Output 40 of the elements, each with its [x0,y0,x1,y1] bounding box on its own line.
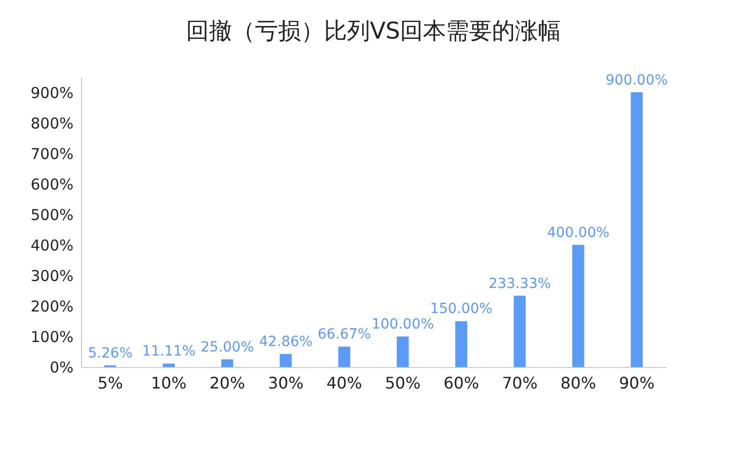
data-label: 400.00% [547,224,610,241]
bar [280,354,292,367]
y-tick-label: 300% [30,266,74,285]
bar [396,336,409,367]
x-tick-label: 5% [98,374,123,392]
y-tick-label: 500% [30,206,74,224]
bar [221,359,234,367]
y-tick-label: 400% [30,236,74,254]
y-tick-label: 900% [30,84,74,102]
y-tick-label: 200% [30,297,74,316]
data-label: 25.00% [200,339,254,356]
y-tick-label: 800% [30,114,74,132]
data-label: 66.67% [318,326,371,343]
bar [455,321,468,367]
bar [338,346,350,367]
bar [572,244,584,367]
x-tick-label: 70% [502,374,538,392]
bar [630,92,643,367]
y-tick-label: 700% [30,144,74,163]
x-tick-label: 10% [150,374,187,392]
x-tick-label: 90% [618,374,655,392]
chart-title: 回撤（亏损）比列VS回本需要的涨幅 [186,18,562,44]
x-tick-label: 50% [384,374,421,392]
x-tick-label: 30% [268,374,304,392]
x-tick-label: 20% [209,374,246,392]
data-label: 150.00% [430,301,492,318]
bar [514,296,526,367]
x-tick-label: 80% [560,374,596,392]
x-tick-label: 60% [443,374,480,392]
x-tick-label: 40% [326,374,362,392]
data-label: 900.00% [606,72,668,88]
data-label: 100.00% [372,316,434,332]
data-label: 11.11% [142,344,196,360]
data-label: 5.26% [88,345,132,362]
y-tick-label: 600% [30,175,74,194]
y-tick-label: 100% [30,328,74,346]
y-tick-label: 0% [50,358,74,376]
bar [162,364,175,367]
data-label: 233.33% [488,276,551,292]
data-label: 42.86% [259,334,312,350]
